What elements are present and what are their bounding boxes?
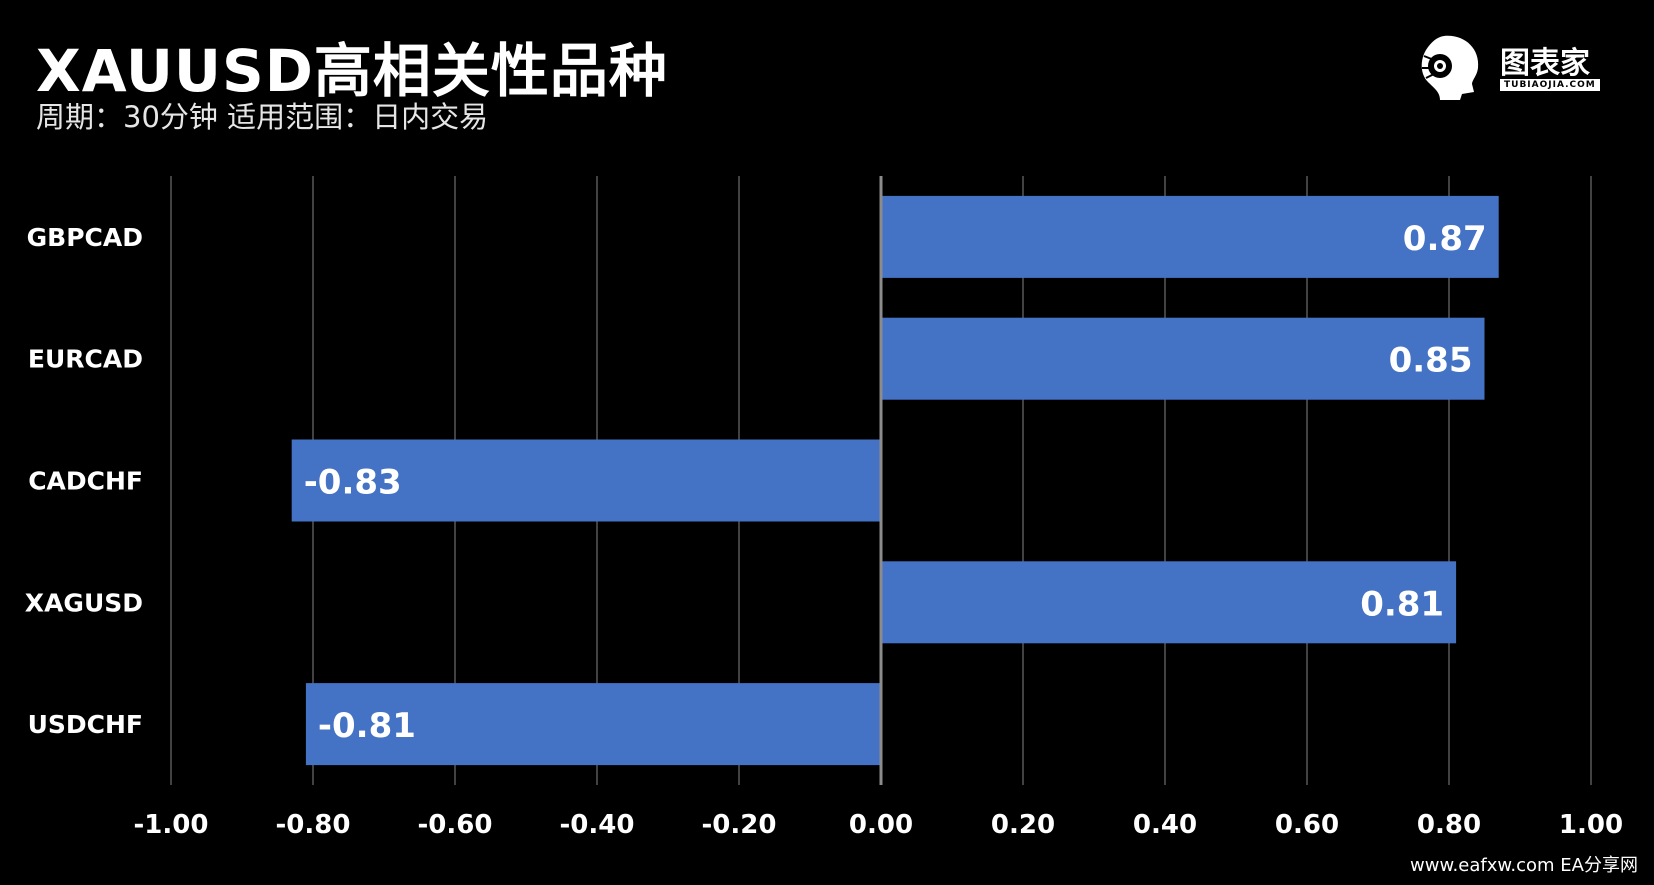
logo-text: 图表家 (1500, 46, 1590, 81)
x-tick-label: -0.20 (702, 810, 777, 840)
bar-gbpcad (881, 195, 1499, 278)
brand-logo: 图表家 TUBIAOJIA.COM (1414, 32, 1614, 102)
category-label: USDCHF (28, 710, 143, 739)
chart-title: XAUUSD高相关性品种 (36, 37, 668, 105)
x-tick-label: -0.60 (418, 810, 493, 840)
value-label: 0.87 (1403, 219, 1487, 259)
logo-subtext: TUBIAOJIA.COM (1500, 79, 1600, 91)
category-label: EURCAD (28, 345, 143, 374)
x-tick-label: -0.40 (560, 810, 635, 840)
value-label: 0.85 (1389, 341, 1473, 381)
x-tick-label: -1.00 (134, 810, 209, 840)
x-tick-label: 0.60 (1275, 810, 1339, 840)
value-label: -0.81 (318, 706, 416, 746)
bar-cadchf (291, 439, 881, 522)
head-gear-icon (1421, 35, 1479, 100)
x-tick-label: -0.80 (276, 810, 351, 840)
category-label: CADCHF (28, 467, 143, 496)
x-tick-label: 0.00 (849, 810, 913, 840)
x-tick-label: 0.80 (1417, 810, 1481, 840)
x-tick-label: 0.20 (991, 810, 1055, 840)
chart-subtitle: 周期：30分钟 适用范围：日内交易 (36, 100, 489, 134)
value-label: 0.81 (1360, 584, 1444, 624)
category-label: XAGUSD (25, 588, 143, 617)
x-tick-label: 0.40 (1133, 810, 1197, 840)
category-label: GBPCAD (27, 223, 143, 252)
bar-xagusd (881, 561, 1457, 644)
x-tick-label: 1.00 (1559, 810, 1623, 840)
value-label: -0.83 (304, 463, 402, 503)
bar-eurcad (881, 317, 1485, 400)
footer-watermark: www.eafxw.com EA分享网 (1410, 855, 1638, 876)
bar-usdchf (305, 683, 881, 766)
